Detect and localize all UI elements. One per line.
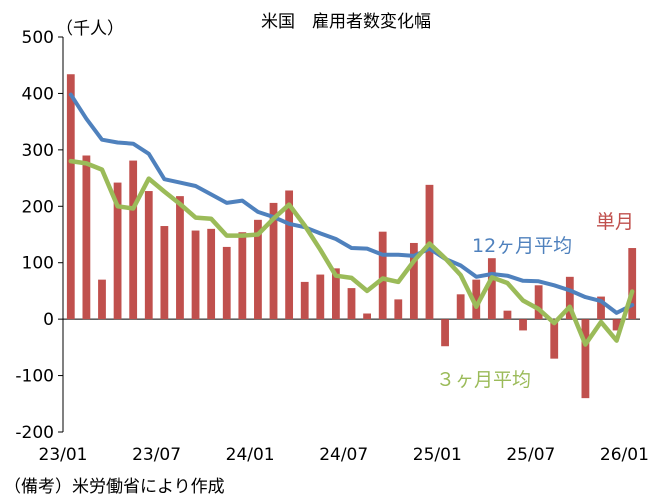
bar-23/10 — [207, 228, 216, 320]
bar-24/02 — [269, 202, 278, 320]
bar-23/04 — [113, 182, 122, 320]
y-tick-label: 500 — [22, 28, 54, 48]
source-note: （備考）米労働省により作成 — [4, 477, 225, 497]
bar-24/11 — [409, 242, 418, 320]
bar-24/01 — [254, 219, 262, 320]
chart-title: 米国 雇用者数変化幅 — [261, 12, 431, 32]
y-tick-label: -100 — [15, 367, 54, 387]
x-tick-label: 23/01 — [39, 445, 88, 465]
y-axis-unit-label: （千人） — [56, 19, 124, 39]
bar-23/03 — [98, 279, 106, 320]
series-label-single-month: 単月 — [596, 211, 634, 233]
series-label-12-month-average: 12ヶ月平均 — [472, 235, 572, 257]
y-tick-label: -200 — [15, 423, 54, 443]
bar-25/09 — [565, 276, 574, 320]
y-ticks: -200 -100 0 100 200 300 400 500 — [15, 28, 63, 443]
bar-25/10 — [581, 319, 590, 399]
x-tick-label: 26/01 — [600, 445, 649, 465]
bar-25/08 — [550, 319, 559, 359]
x-tick-label: 23/07 — [132, 445, 181, 465]
y-tick-label: 0 — [43, 310, 54, 330]
plot-area: -200 -100 0 100 200 300 400 500 23/01 23/07 24/01… — [15, 28, 648, 465]
bar-25/02 — [456, 294, 465, 320]
bar-25/04 — [487, 258, 496, 320]
x-tick-label: 24/07 — [319, 445, 368, 465]
bar-24/06 — [332, 268, 340, 320]
x-tick-label: 24/01 — [226, 445, 275, 465]
series-label-3-month-average: ３ヶ月平均 — [436, 369, 531, 391]
line-series-12-month-average — [68, 92, 635, 315]
bar-24/09 — [378, 231, 387, 320]
y-tick-label: 400 — [22, 84, 54, 104]
bar-24/05 — [316, 274, 325, 320]
bar-23/08 — [176, 196, 184, 320]
y-tick-label: 200 — [22, 197, 54, 217]
bar-23/12 — [238, 232, 247, 320]
bar-25/11 — [597, 296, 605, 320]
x-tick-label: 25/01 — [413, 445, 462, 465]
bar-24/12 — [425, 184, 434, 320]
y-tick-label: 100 — [22, 254, 54, 274]
bar-24/07 — [347, 288, 356, 320]
line-series-3-month-average — [68, 158, 635, 347]
x-ticks: 23/01 23/07 24/01 24/07 25/01 25/07 26/01 — [39, 445, 649, 465]
bar-26/01 — [628, 248, 637, 320]
bar-24/08 — [363, 313, 371, 320]
bar-23/06 — [144, 191, 153, 320]
bar-25/12 — [612, 319, 621, 331]
y-tick-label: 300 — [22, 141, 54, 161]
bar-25/01 — [441, 319, 449, 347]
bar-23/07 — [160, 226, 169, 320]
bar-23/05 — [129, 160, 138, 320]
bar-23/11 — [222, 246, 231, 320]
bar-24/10 — [394, 299, 403, 320]
bar-24/03 — [285, 190, 294, 320]
bar-25/03 — [472, 279, 481, 320]
bar-23/02 — [82, 155, 91, 320]
x-tick-label: 25/07 — [506, 445, 555, 465]
bar-series-single-month — [66, 74, 637, 399]
bar-24/04 — [300, 281, 309, 320]
bar-25/07 — [534, 285, 543, 320]
bar-25/06 — [519, 319, 527, 331]
bar-25/05 — [503, 310, 512, 320]
bar-23/09 — [191, 230, 200, 320]
bar-23/01 — [66, 74, 75, 320]
